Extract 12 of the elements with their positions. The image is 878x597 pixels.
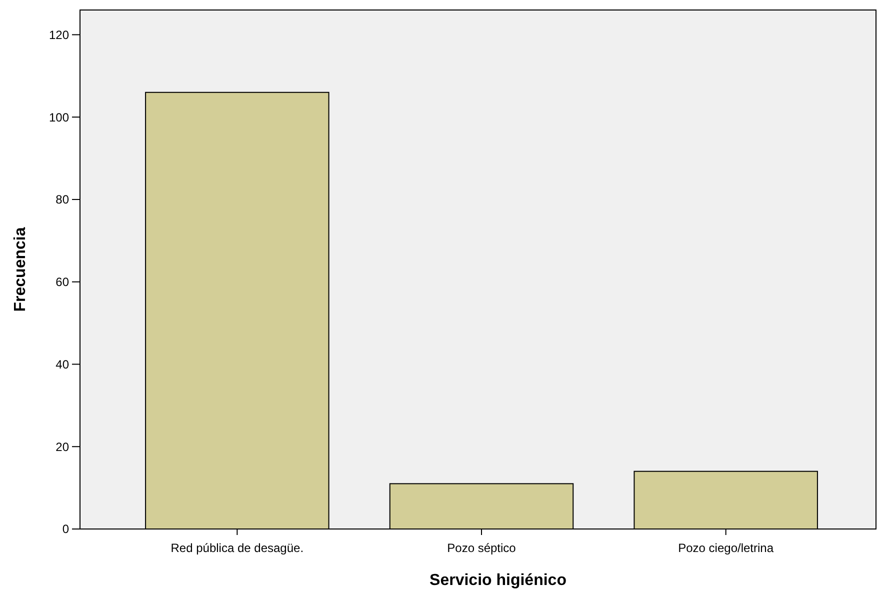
- y-tick-label: 60: [56, 275, 70, 290]
- y-tick-label: 120: [48, 28, 70, 42]
- x-tick-label: Pozo séptico: [447, 541, 516, 555]
- y-tick-label: 80: [56, 192, 70, 207]
- y-axis-title: Frecuencia: [12, 227, 29, 312]
- y-tick-label: 20: [56, 440, 70, 454]
- y-tick-label: 100: [48, 110, 70, 124]
- x-tick-label: Pozo ciego/letrina: [678, 541, 774, 555]
- x-axis-title: Servicio higiénico: [430, 572, 567, 589]
- y-tick-label: 40: [56, 357, 70, 372]
- x-tick-label: Red pública de desagüe.: [170, 541, 304, 555]
- y-tick-label: 0: [62, 522, 70, 536]
